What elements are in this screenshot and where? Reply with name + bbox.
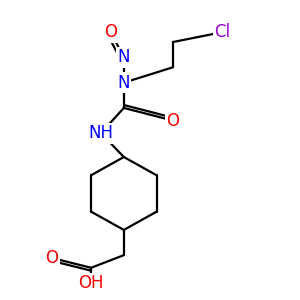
Text: N: N <box>118 74 130 92</box>
Text: O: O <box>167 112 179 130</box>
Text: O: O <box>104 23 117 41</box>
Text: NH: NH <box>88 124 113 142</box>
Text: Cl: Cl <box>214 23 230 41</box>
Text: O: O <box>45 249 58 267</box>
Text: OH: OH <box>78 274 104 292</box>
Text: N: N <box>118 49 130 67</box>
